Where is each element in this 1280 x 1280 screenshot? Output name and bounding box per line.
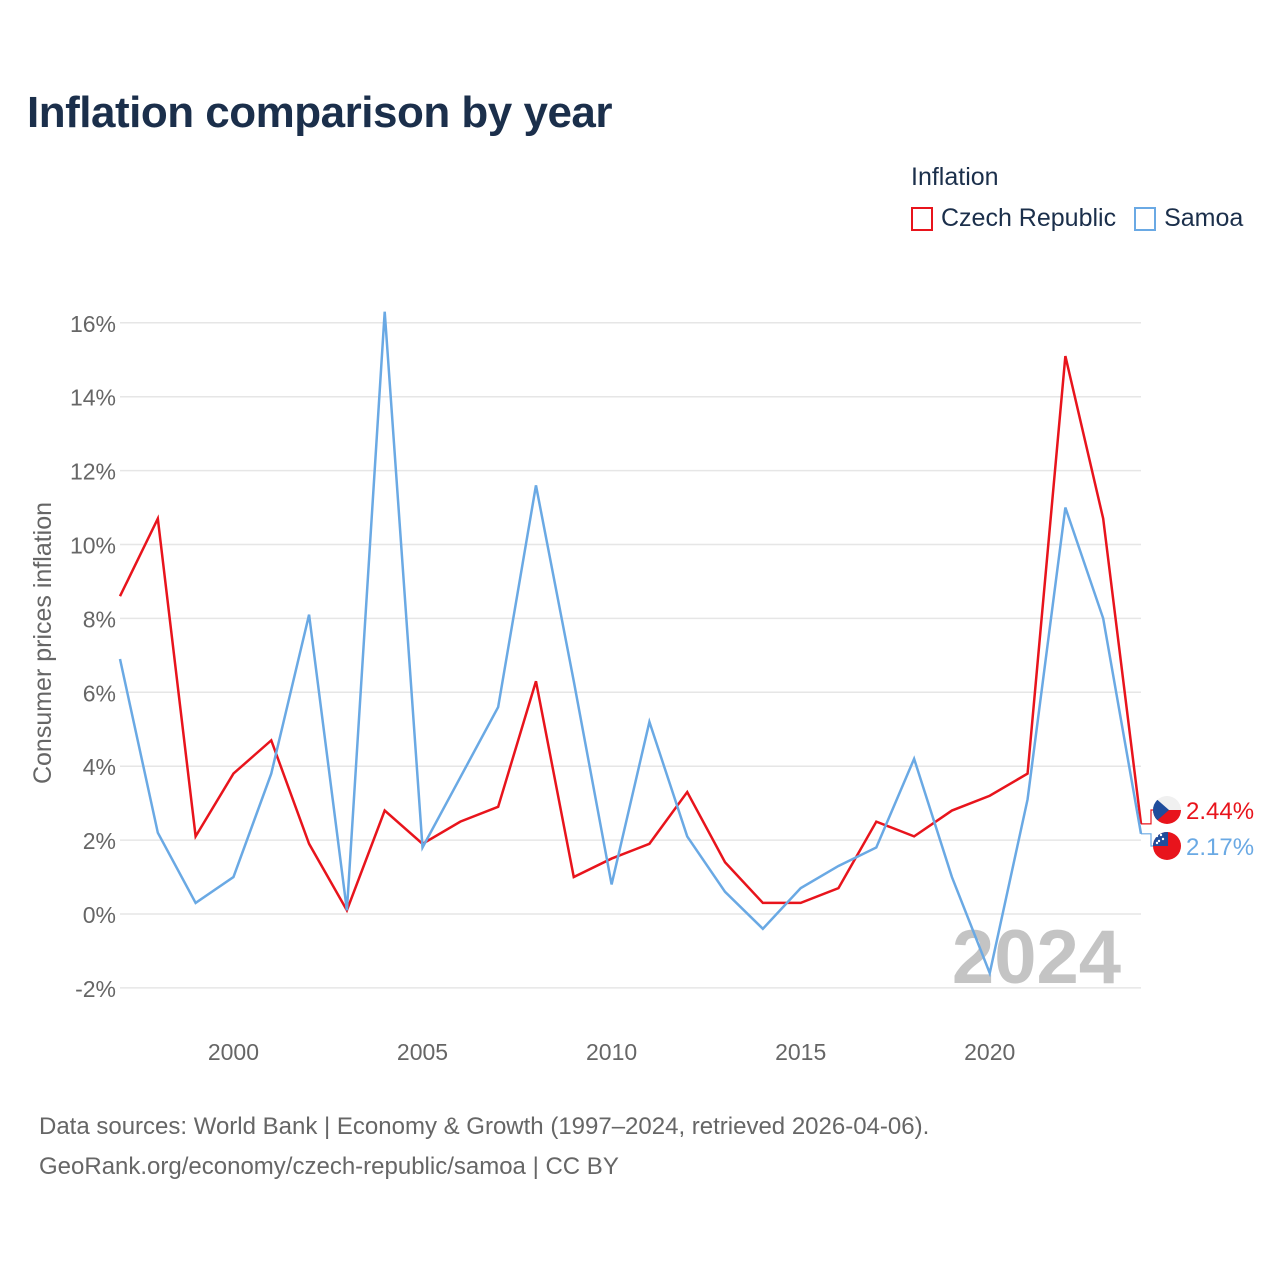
y-tick-label: 14% [70,385,116,411]
end-value-label: 2.17% [1186,834,1254,861]
x-axis-ticks: 2000 2005 2010 2015 2020 [208,1039,1015,1065]
x-tick-label: 2020 [964,1039,1015,1065]
end-value-label: 2.44% [1186,798,1254,825]
legend-label-czech-republic: Czech Republic [941,204,1117,232]
series-lines [118,311,1143,978]
x-tick-label: 2000 [208,1039,259,1065]
samoa-flag-icon [1153,832,1181,860]
y-axis-ticks: -2% 0% 2% 4% 6% 8% 10% 12% 14% 16% [70,311,116,1002]
y-tick-label: 2% [83,828,116,854]
x-tick-label: 2010 [586,1039,637,1065]
legend: Czech Republic Samoa [911,204,1243,233]
chart-title: Inflation comparison by year [27,88,613,137]
y-tick-label: 12% [70,459,116,485]
y-tick-label: -2% [75,976,116,1002]
y-tick-label: 0% [83,902,116,928]
grid-lines [120,322,1141,989]
y-tick-label: 8% [83,606,116,632]
source-note: Data sources: World Bank | Economy & Gro… [39,1107,929,1187]
y-tick-label: 4% [83,754,116,780]
y-tick-label: 6% [83,680,116,706]
x-tick-label: 2015 [775,1039,826,1065]
source-line-1: Data sources: World Bank | Economy & Gro… [39,1113,930,1140]
x-tick-label: 2005 [397,1039,448,1065]
y-tick-label: 16% [70,311,116,337]
legend-swatch-samoa [1134,206,1157,231]
y-tick-label: 10% [70,533,116,559]
legend-item-samoa[interactable]: Samoa [1134,204,1243,233]
year-watermark: 2024 [952,915,1121,1000]
legend-title: Inflation [911,163,999,191]
series-line-samoa [118,311,1143,978]
end-labels: 2.44% 2.17% [1141,796,1254,861]
line-chart: -2%0%2%4%6%8%10%12%14%16% 2000 2005 2010 20… [29,311,1254,1065]
y-axis-label: Consumer prices inflation [29,502,57,784]
series-line-czech-republic [118,355,1143,914]
source-line-2: GeoRank.org/economy/czech-republic/samoa… [39,1153,619,1180]
czech-flag-icon [1153,796,1181,824]
legend-label-samoa: Samoa [1164,204,1244,232]
end-connector [1141,833,1155,847]
end-connector [1141,809,1155,825]
legend-swatch-czech-republic [911,206,933,231]
legend-item-czech-republic[interactable]: Czech Republic [911,204,1116,233]
